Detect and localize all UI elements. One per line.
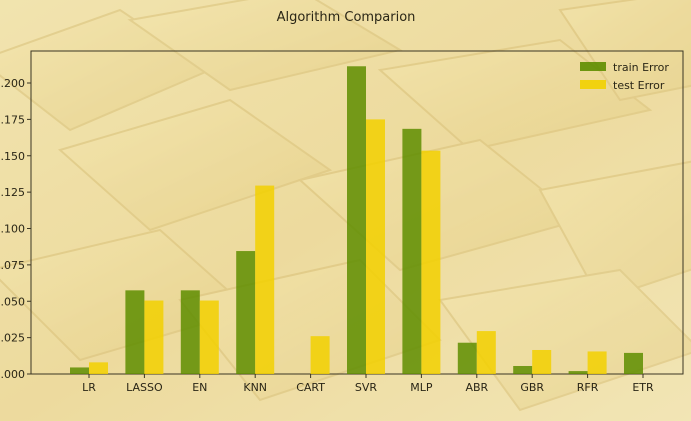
x-tick-label-lr: LR [82,381,96,394]
x-axis: LR LASSO EN KNN CART SVR MLP ABR GBR RFR ETR [82,374,654,394]
bar-test-error-lasso[interactable] [144,300,164,374]
bar-test-error-cart[interactable] [310,336,330,374]
x-tick-label-rfr: RFR [577,381,599,394]
y-tick-label: 0.050 [0,295,25,308]
bar-train-error-knn[interactable] [236,251,256,374]
x-tick-label-en: EN [192,381,207,394]
legend-label: test Error [613,79,665,92]
bar-test-error-rfr[interactable] [587,351,607,374]
bar-train-error-lasso[interactable] [125,290,145,374]
x-tick-label-mlp: MLP [410,381,433,394]
bar-train-error-lr[interactable] [70,367,89,374]
bar-test-error-gbr[interactable] [532,349,552,374]
x-tick-label-lasso: LASSO [126,381,163,394]
legend[interactable]: train Error test Error [580,61,669,92]
y-tick-label: .000 [1,368,26,381]
y-tick-label: 0.200 [0,77,25,90]
bar-train-error-abr[interactable] [457,342,477,374]
bar-train-error-gbr[interactable] [513,365,533,374]
y-axis: .000 0.025 0.050 0.075 0.100 0.125 0.150 0.175 0… [0,77,31,381]
series-train-error [70,66,643,374]
x-tick-label-etr: ETR [632,381,654,394]
x-tick-label-gbr: GBR [520,381,544,394]
bar-test-error-knn[interactable] [255,185,275,374]
y-tick-label: 0.150 [0,150,25,163]
bar-train-error-etr[interactable] [624,352,643,374]
y-tick-label: 0.025 [0,332,25,345]
x-tick-label-cart: CART [296,381,325,394]
bar-train-error-en[interactable] [180,290,200,374]
bar-test-error-svr[interactable] [366,119,385,375]
y-tick-label: 0.100 [0,223,25,236]
legend-label: train Error [613,61,669,74]
bar-series-group [70,66,643,375]
x-tick-label-abr: ABR [465,381,488,394]
legend-swatch [580,62,606,71]
y-tick-label: 0.175 [0,113,25,126]
bar-test-error-lr[interactable] [89,362,108,374]
bar-test-error-en[interactable] [199,300,219,374]
bar-train-error-mlp[interactable] [402,128,422,374]
y-tick-label: 0.075 [0,259,25,272]
bar-train-error-svr[interactable] [347,66,366,374]
bar-test-error-mlp[interactable] [421,150,441,374]
bar-train-error-rfr[interactable] [568,371,588,374]
legend-swatch [580,80,606,89]
x-tick-label-svr: SVR [355,381,378,394]
x-tick-label-knn: KNN [243,381,267,394]
chart-title: Algorithm Comparion [277,10,416,25]
bar-test-error-abr[interactable] [476,331,496,374]
y-tick-label: 0.125 [0,186,25,199]
series-test-error [89,119,607,375]
